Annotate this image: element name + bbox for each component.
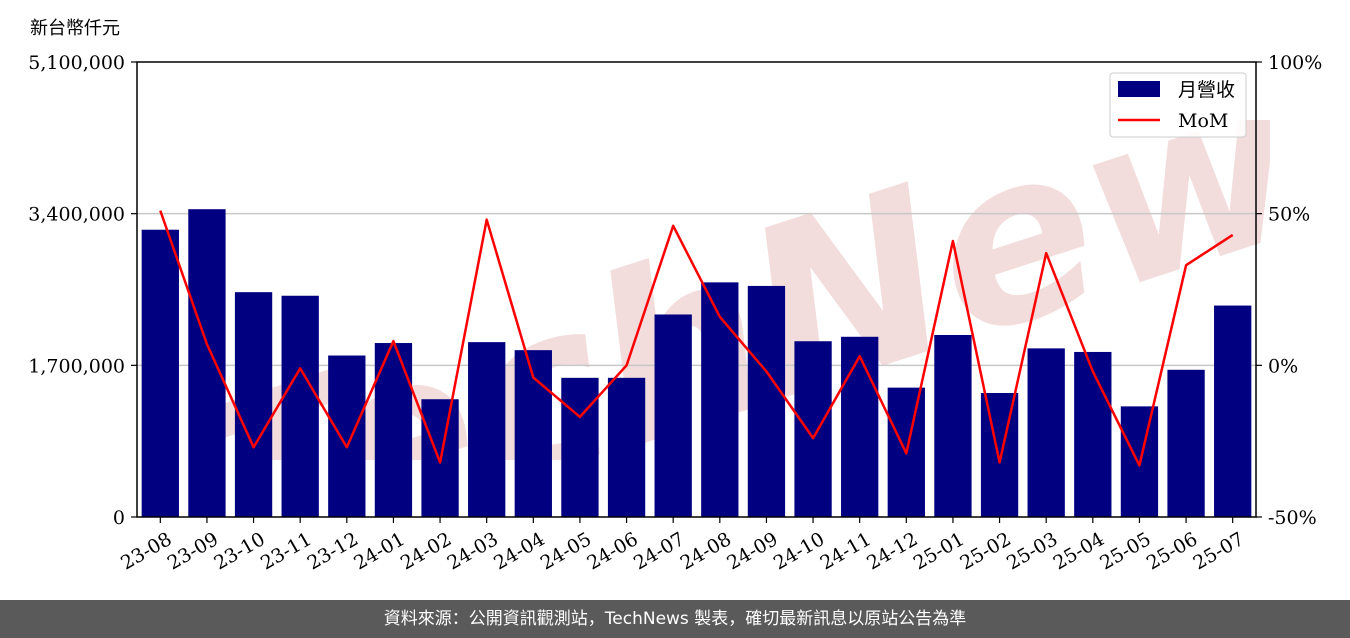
- y-left-tick-label: 0: [113, 507, 125, 529]
- revenue-chart: 0 1,700,000 3,400,000 5,100,000 -50% 0% 50% 100…: [28, 52, 1322, 574]
- revenue-bar: [841, 336, 879, 517]
- revenue-bar: [607, 377, 646, 517]
- y-right-tick-label: 0%: [1268, 355, 1298, 377]
- source-footer: 資料來源：公開資訊觀測站，TechNews 製表，確切最新訊息以原站公告為準: [0, 600, 1350, 638]
- y-right-tick-label: 50%: [1268, 204, 1310, 226]
- x-tick-label: 24-03: [444, 528, 502, 574]
- x-tick-label: 24-08: [677, 528, 735, 574]
- x-tick-label: 25-01: [910, 528, 968, 574]
- revenue-bar: [281, 295, 319, 517]
- legend-swatch-bar: [1118, 81, 1160, 97]
- revenue-bar: [794, 341, 832, 517]
- x-tick-label: 25-02: [956, 528, 1014, 574]
- x-tick-label: 25-07: [1190, 528, 1248, 574]
- x-tick-label: 24-01: [350, 528, 408, 574]
- revenue-bar: [747, 285, 786, 517]
- x-tick-label: 23-09: [164, 528, 222, 574]
- x-tick-label: 24-09: [723, 528, 781, 574]
- x-tick-label: 24-06: [583, 528, 641, 574]
- revenue-bar: [1074, 351, 1112, 517]
- x-tick-label: 24-04: [490, 528, 548, 574]
- x-tick-label: 24-11: [817, 528, 875, 574]
- revenue-bar: [1167, 369, 1205, 517]
- y-left-tick-label: 5,100,000: [28, 52, 125, 74]
- revenue-bar: [1027, 348, 1065, 517]
- y-left-tick-label: 1,700,000: [28, 355, 125, 377]
- y-axis-unit-label: 新台幣仟元: [30, 18, 120, 39]
- revenue-bar: [654, 314, 692, 517]
- x-tick-label: 25-04: [1050, 528, 1108, 574]
- revenue-bar: [701, 282, 739, 517]
- x-tick-label: 24-10: [770, 528, 828, 574]
- mom-line: [159, 210, 1234, 467]
- legend-label-mom: MoM: [1178, 110, 1228, 132]
- x-tick-label: 24-02: [397, 528, 455, 574]
- x-tick-label: 25-05: [1096, 528, 1154, 574]
- x-tick-label: 23-08: [117, 528, 175, 574]
- revenue-bar: [328, 355, 366, 517]
- revenue-bar: [561, 377, 599, 517]
- x-tick-label: 23-12: [304, 528, 362, 574]
- revenue-bar: [234, 292, 273, 517]
- x-tick-label: 24-07: [630, 528, 688, 574]
- x-tick-label: 23-11: [257, 528, 315, 574]
- revenue-bar: [934, 335, 972, 517]
- revenue-bar: [468, 342, 506, 517]
- x-tick-label: 24-12: [863, 528, 921, 574]
- plot-frame: [136, 61, 1257, 518]
- x-tick-label: 24-05: [537, 528, 595, 574]
- y-right-tick-label: 100%: [1268, 52, 1322, 74]
- revenue-bar: [980, 392, 1019, 517]
- x-tick-label: 25-03: [1003, 528, 1061, 574]
- revenue-bar: [188, 209, 226, 518]
- x-tick-label: 25-06: [1143, 528, 1201, 574]
- revenue-bar: [141, 229, 179, 517]
- x-tick-label: 23-10: [210, 528, 268, 574]
- legend-label-revenue: 月營收: [1178, 79, 1235, 101]
- y-right-tick-label: -50%: [1268, 507, 1317, 529]
- revenue-bar: [1214, 305, 1252, 517]
- y-left-tick-label: 3,400,000: [28, 204, 125, 226]
